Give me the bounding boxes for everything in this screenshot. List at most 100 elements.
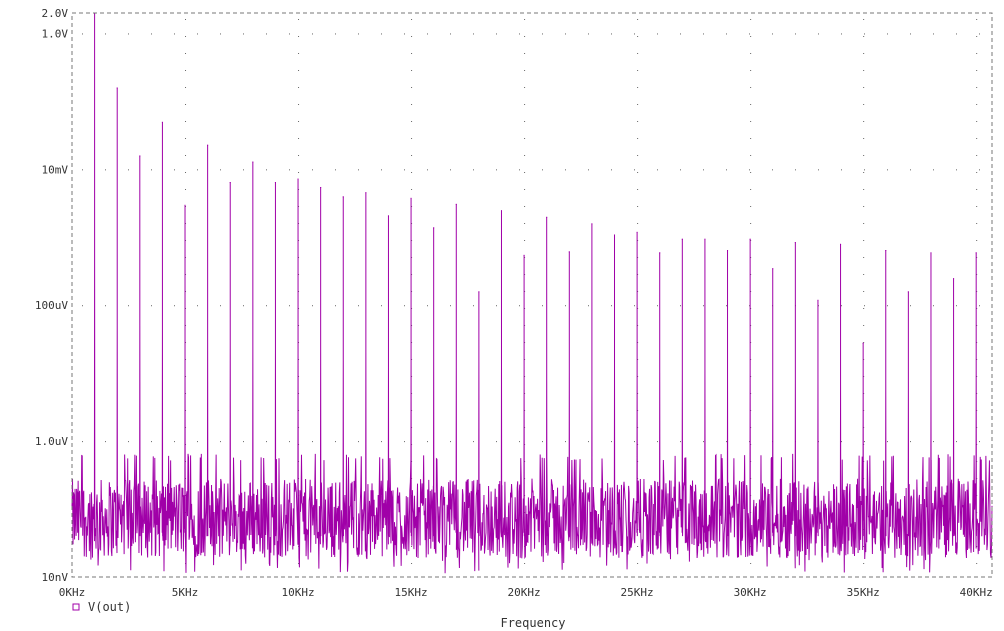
grid-dot (128, 441, 129, 443)
grid-dot (335, 441, 336, 443)
grid-dot (976, 87, 978, 88)
grid-dot (565, 305, 566, 307)
grid-dot (750, 189, 752, 190)
grid-dot (450, 33, 451, 35)
grid-dot (956, 441, 957, 443)
grid-dot (956, 33, 957, 35)
grid-dot (863, 223, 865, 224)
grid-dot (887, 305, 888, 307)
x-tick-label: 20KHz (508, 586, 541, 599)
grid-dot (703, 305, 704, 307)
legend-label: V(out) (88, 600, 131, 614)
grid-dot (637, 206, 639, 207)
grid-dot (411, 189, 413, 190)
grid-dot (976, 223, 978, 224)
grid-dot (588, 305, 589, 307)
grid-dot (185, 53, 187, 54)
grid-dot (185, 19, 187, 20)
grid-dot (197, 305, 198, 307)
grid-dot (105, 33, 106, 35)
v-out-trace (71, 12, 993, 574)
grid-dot (185, 87, 187, 88)
grid-dot (979, 33, 980, 35)
grid-dot (243, 305, 244, 307)
y-tick-label: 10mV (42, 163, 69, 176)
grid-dot (750, 19, 752, 20)
y-tick-label: 1.0V (42, 27, 69, 40)
grid-dot (841, 305, 842, 307)
grid-dot (450, 441, 451, 443)
grid-dot (105, 305, 106, 307)
grid-dot (637, 546, 639, 547)
grid-dot (197, 169, 198, 171)
grid-dot (863, 308, 865, 309)
x-tick-label: 15KHz (395, 586, 428, 599)
grid-dot (243, 33, 244, 35)
grid-dot (524, 563, 526, 564)
grid-dot (524, 223, 526, 224)
grid-dot (863, 121, 865, 122)
y-tick-label: 2.0V (42, 7, 69, 20)
grid-dot (976, 563, 978, 564)
grid-dot (976, 155, 978, 156)
grid-dot (657, 33, 658, 35)
grid-dot (863, 172, 865, 173)
grid-dot (750, 223, 752, 224)
x-tick-label: 35KHz (847, 586, 880, 599)
grid-dot (151, 169, 152, 171)
grid-dot (243, 169, 244, 171)
grid-dot (864, 441, 865, 443)
grid-dot (611, 441, 612, 443)
grid-dot (750, 121, 752, 122)
grid-dot (976, 36, 978, 37)
grid-dot (750, 240, 752, 241)
grid-dot (411, 172, 413, 173)
v-out-line (71, 12, 993, 574)
grid-dot (818, 305, 819, 307)
grid-dot (496, 169, 497, 171)
grid-dot (680, 441, 681, 443)
grid-dot (298, 172, 300, 173)
x-axis-ticks: 0KHz 5KHz 10KHz 15KHz 20KHz 25KHz 30KHz 35KHz 40… (59, 586, 993, 599)
grid-dot (524, 206, 526, 207)
grid-dot (524, 155, 526, 156)
grid-dot (637, 223, 639, 224)
grid-dot (82, 33, 83, 35)
grid-dot (411, 155, 413, 156)
grid-dot (427, 441, 428, 443)
grid-dot (611, 169, 612, 171)
grid-dot (411, 70, 413, 71)
grid-dot (128, 169, 129, 171)
grid-dot (772, 33, 773, 35)
grid-dot (542, 305, 543, 307)
grid-dot (634, 305, 635, 307)
grid-dot (335, 169, 336, 171)
grid-dot (588, 441, 589, 443)
grid-dot (381, 441, 382, 443)
grid-dot (298, 87, 300, 88)
grid-dot (976, 240, 978, 241)
y-tick-label: 10nV (42, 571, 69, 584)
grid-dot (976, 172, 978, 173)
grid-dot (197, 441, 198, 443)
grid-dot (185, 206, 187, 207)
grid-dot (524, 19, 526, 20)
grid-dot (726, 33, 727, 35)
grid-dot (565, 33, 566, 35)
grid-dot (298, 70, 300, 71)
grid-dot (174, 33, 175, 35)
grid-dot (411, 87, 413, 88)
grid-dot (185, 172, 187, 173)
grid-dot (863, 19, 865, 20)
grid-dot (312, 33, 313, 35)
grid-dot (151, 305, 152, 307)
grid-dot (634, 169, 635, 171)
grid-dot (657, 169, 658, 171)
grid-dot (841, 33, 842, 35)
grid-dot (524, 138, 526, 139)
grid-dot (427, 33, 428, 35)
grid-dot (703, 33, 704, 35)
grid-dot (565, 169, 566, 171)
grid-dot (956, 169, 957, 171)
grid-dot (634, 441, 635, 443)
